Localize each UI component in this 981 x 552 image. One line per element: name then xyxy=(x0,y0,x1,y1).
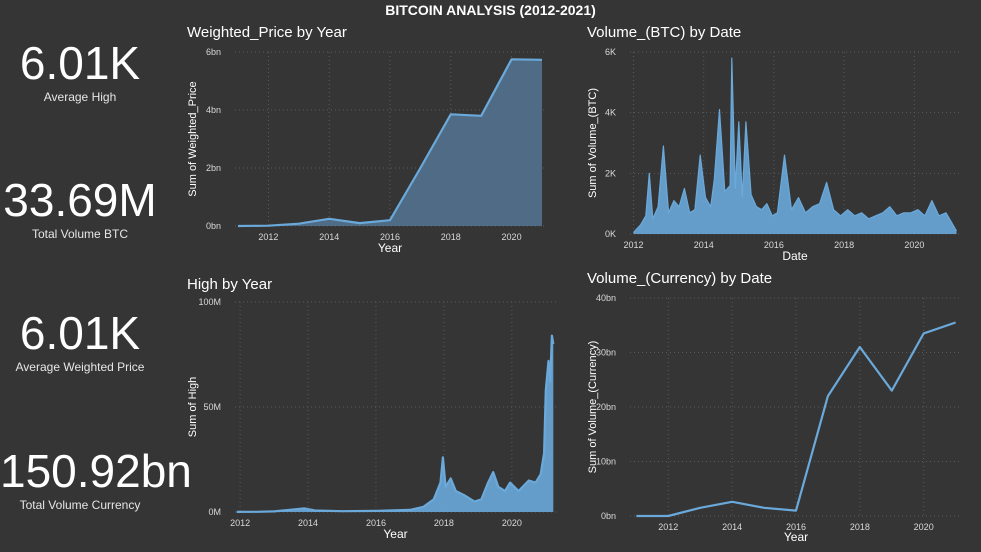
kpi-label: Total Volume BTC xyxy=(31,227,129,241)
series-line xyxy=(636,321,956,518)
x-tick-label: 2020 xyxy=(502,232,522,242)
y-tick-label: 4K xyxy=(605,108,616,118)
x-tick-label: 2014 xyxy=(298,518,318,528)
x-tick-label: 2016 xyxy=(366,518,386,528)
x-tick-label: 2020 xyxy=(904,240,924,250)
y-axis-title: Sum of High xyxy=(187,377,199,438)
y-tick-label: 6K xyxy=(605,47,616,57)
y-tick-label: 4bn xyxy=(206,105,221,115)
y-axis-title: Sum of Weighted_Price xyxy=(187,81,199,196)
x-tick-label: 2016 xyxy=(786,522,806,532)
y-axis-title: Sum of Volume_(Currency) xyxy=(587,341,599,474)
y-tick-label: 0K xyxy=(605,229,616,239)
kpi-label: Average Weighted Price xyxy=(15,360,145,374)
x-tick-label: 2018 xyxy=(441,232,461,242)
y-tick-label: 30bn xyxy=(596,348,616,358)
x-tick-label: 2012 xyxy=(258,232,278,242)
y-tick-label: 2K xyxy=(605,168,616,178)
x-axis-title: Year xyxy=(378,241,402,255)
y-tick-label: 100M xyxy=(198,297,221,307)
x-tick-label: 2016 xyxy=(764,240,784,250)
kpi-total-volume-currency: 150.92bn Total Volume Currency xyxy=(0,445,192,512)
x-tick-label: 2012 xyxy=(658,522,678,532)
y-tick-label: 6bn xyxy=(206,47,221,57)
y-tick-label: 0M xyxy=(208,507,221,517)
chart-weighted-price: 0bn 2bn 4bn 6bn 2012 2014 2016 2018 2020 Year Sum … xyxy=(187,47,545,255)
kpi-value: 6.01K xyxy=(19,37,141,89)
x-tick-label: 2020 xyxy=(914,522,934,532)
x-tick-label: 2018 xyxy=(434,518,454,528)
series-line xyxy=(633,57,958,233)
chart-title-volume-currency: Volume_(Currency) by Date xyxy=(587,270,773,287)
x-tick-label: 2012 xyxy=(623,240,643,250)
chart-volume-currency: 0bn 10bn 20bn 30bn 40bn 2012 2014 2016 2018 2020 Y… xyxy=(587,293,962,544)
y-tick-label: 2bn xyxy=(206,163,221,173)
y-tick-label: 0bn xyxy=(206,221,221,231)
y-axis-title: Sum of Volume_(BTC) xyxy=(587,88,599,198)
y-tick-label: 10bn xyxy=(596,457,616,467)
chart-title-weighted-price: Weighted_Price by Year xyxy=(187,24,347,41)
series-area xyxy=(633,58,957,234)
chart-high: 0M 50M 100M 2012 2014 2016 2018 2020 Year Sum of … xyxy=(187,297,556,541)
x-axis-title: Year xyxy=(784,530,808,544)
series-line xyxy=(237,58,543,228)
y-tick-label: 50M xyxy=(203,402,221,412)
kpi-average-high: 6.01K Average High xyxy=(0,40,160,104)
y-tick-label: 0bn xyxy=(601,511,616,521)
chart-title-high: High by Year xyxy=(187,276,273,293)
x-tick-label: 2018 xyxy=(834,240,854,250)
x-tick-label: 2014 xyxy=(694,240,714,250)
x-tick-label: 2012 xyxy=(230,518,250,528)
x-tick-label: 2020 xyxy=(502,518,522,528)
series-line xyxy=(236,334,555,513)
kpi-label: Average High xyxy=(43,90,117,104)
kpi-total-volume-btc: 33.69M Total Volume BTC xyxy=(0,177,160,241)
kpi-average-weighted-price: 6.01K Average Weighted Price xyxy=(0,310,160,374)
x-tick-label: 2018 xyxy=(850,522,870,532)
kpi-value: 150.92bn xyxy=(0,445,192,497)
x-tick-label: 2014 xyxy=(319,232,339,242)
page-title: BITCOIN ANALYSIS (2012-2021) xyxy=(385,2,596,18)
series-area xyxy=(238,59,542,226)
series-area xyxy=(236,335,554,512)
kpi-value: 33.69M xyxy=(3,174,157,226)
y-tick-label: 20bn xyxy=(596,402,616,412)
x-axis-title: Year xyxy=(383,527,407,541)
chart-volume-btc: 0K 2K 4K 6K 2012 2014 2016 2018 2020 Date Sum of V… xyxy=(587,47,960,263)
kpi-label: Total Volume Currency xyxy=(19,498,141,512)
x-tick-label: 2014 xyxy=(722,522,742,532)
chart-title-volume-btc: Volume_(BTC) by Date xyxy=(587,24,742,41)
kpi-value: 6.01K xyxy=(19,307,141,359)
x-tick-label: 2016 xyxy=(380,232,400,242)
y-tick-label: 40bn xyxy=(596,293,616,303)
x-axis-title: Date xyxy=(782,249,808,263)
